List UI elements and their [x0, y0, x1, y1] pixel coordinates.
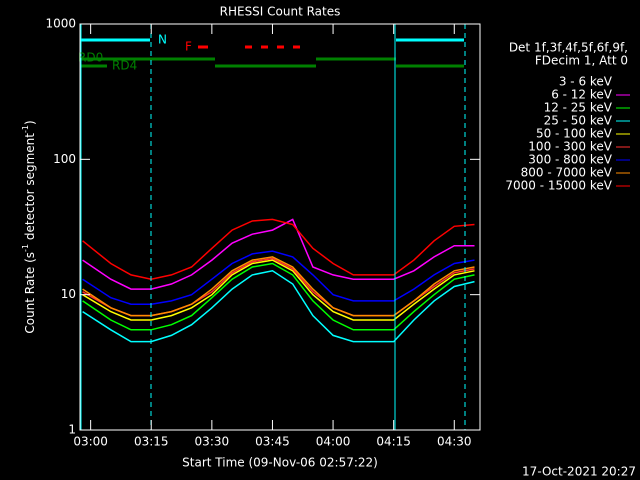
x-tick-label: 04:30 — [437, 435, 472, 449]
x-tick-label: 03:45 — [255, 435, 290, 449]
y-axis-label: Count Rate (s-1 detector segment-1) — [21, 120, 37, 333]
y-tick-label: 1 — [68, 423, 76, 437]
series-line — [82, 256, 475, 317]
legend-header: Det 1f,3f,4f,5f,6f,9f, — [509, 41, 628, 55]
annotation: N — [158, 33, 167, 47]
legend-label: 7000 - 15000 keV — [505, 179, 612, 193]
legend-label: 12 - 25 keV — [544, 101, 613, 115]
series-line — [82, 250, 475, 305]
annotation: RD4 — [112, 59, 137, 73]
series-line — [82, 262, 475, 331]
x-axis-label: Start Time (09-Nov-06 02:57:22) — [182, 456, 378, 470]
series-line — [82, 262, 475, 361]
y-tick-label: 1000 — [45, 17, 76, 31]
series-line — [82, 218, 475, 280]
legend-label: 3 - 6 keV — [559, 75, 613, 89]
x-tick-label: 04:00 — [316, 435, 351, 449]
series-line — [82, 218, 475, 290]
series-line — [82, 270, 475, 343]
legend-label: 100 - 300 keV — [528, 140, 612, 154]
footer: 17-Oct-2021 20:27 — [522, 465, 636, 479]
x-tick-label: 04:15 — [376, 435, 411, 449]
plot-frame — [79, 23, 481, 431]
annotation: RD0 — [78, 51, 103, 65]
overlay: N F RD0 RD4 — [78, 24, 466, 430]
legend-label: 50 - 100 keV — [536, 127, 613, 141]
x-tick-label: 03:15 — [134, 435, 169, 449]
legend-label: 25 - 50 keV — [544, 114, 613, 128]
y-tick-label: 10 — [61, 287, 76, 301]
legend-header: FDecim 1, Att 0 — [535, 54, 628, 68]
x-tick-label: 03:00 — [73, 435, 108, 449]
legend-label: 300 - 800 keV — [528, 153, 612, 167]
series-line — [82, 259, 475, 321]
legend-label: 6 - 12 keV — [551, 88, 613, 102]
y-tick-label: 100 — [53, 152, 76, 166]
x-tick-label: 03:30 — [195, 435, 230, 449]
chart-title: RHESSI Count Rates — [220, 5, 341, 19]
legend-label: 800 - 7000 keV — [521, 166, 613, 180]
annotation: F — [185, 40, 192, 54]
